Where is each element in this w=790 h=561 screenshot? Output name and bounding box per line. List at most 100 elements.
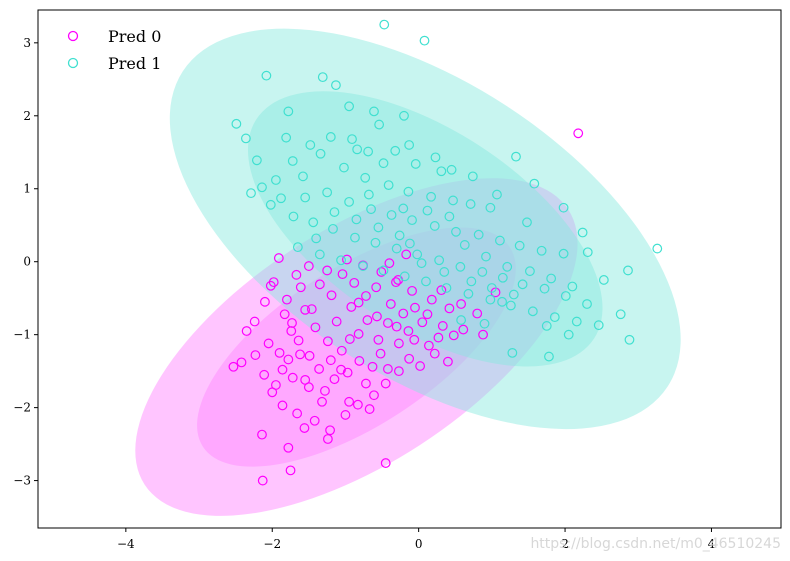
point-pred-1: [407, 215, 417, 226]
point-pred-0: [346, 302, 357, 312]
point-pred-1: [339, 162, 349, 173]
point-pred-0: [322, 336, 333, 347]
legend-label-pred-1: Pred 1: [108, 54, 161, 73]
point-pred-1: [426, 191, 436, 202]
point-pred-1: [251, 155, 262, 166]
point-pred-1: [240, 133, 251, 144]
point-pred-1: [473, 229, 484, 240]
point-pred-0: [403, 326, 414, 336]
point-pred-1: [325, 132, 336, 142]
point-pred-1: [422, 205, 433, 216]
point-pred-1: [331, 80, 341, 91]
point-pred-0: [375, 348, 386, 359]
point-pred-1: [593, 320, 604, 331]
point-pred-0: [349, 277, 360, 288]
point-pred-0: [286, 326, 297, 336]
point-pred-0: [283, 442, 294, 453]
point-pred-1: [421, 276, 431, 287]
x-tick-label: −4: [117, 537, 135, 551]
point-pred-1: [363, 189, 374, 200]
point-pred-1: [571, 316, 582, 327]
point-pred-1: [495, 235, 505, 246]
point-pred-0: [283, 354, 294, 365]
point-pred-0: [277, 364, 288, 375]
point-pred-0: [401, 249, 412, 260]
point-pred-1: [391, 243, 402, 254]
point-pred-0: [314, 364, 324, 374]
point-pred-0: [257, 475, 268, 486]
point-pred-1: [517, 279, 528, 290]
point-pred-1: [378, 265, 389, 276]
point-pred-1: [479, 318, 490, 329]
point-pred-1: [383, 180, 394, 190]
point-pred-1: [288, 211, 299, 222]
point-pred-1: [465, 199, 476, 209]
point-pred-1: [373, 222, 384, 233]
point-pred-1: [467, 171, 478, 182]
point-pred-1: [404, 238, 415, 249]
point-pred-0: [293, 335, 304, 346]
point-pred-0: [336, 345, 347, 356]
point-pred-1: [344, 101, 355, 112]
point-pred-0: [303, 382, 314, 393]
point-pred-1: [577, 227, 588, 238]
point-pred-1: [441, 283, 452, 293]
point-pred-0: [443, 356, 453, 367]
point-pred-1: [466, 276, 477, 287]
point-pred-0: [385, 299, 396, 309]
point-pred-1: [363, 146, 374, 157]
point-pred-0: [281, 294, 292, 305]
point-pred-0: [304, 350, 315, 361]
point-pred-1: [522, 217, 532, 228]
y-tick-label: 0: [23, 255, 31, 269]
point-pred-0: [383, 364, 393, 374]
point-pred-0: [249, 316, 260, 327]
point-pred-1: [485, 294, 496, 305]
point-pred-1: [544, 351, 554, 362]
point-pred-1: [265, 199, 276, 210]
point-pred-1: [563, 329, 574, 340]
point-pred-0: [300, 304, 311, 315]
y-tick-label: −1: [13, 328, 31, 342]
point-pred-1: [497, 296, 508, 307]
point-pred-1: [336, 255, 346, 266]
point-pred-0: [444, 303, 455, 314]
point-pred-0: [236, 357, 247, 368]
point-pred-0: [271, 380, 281, 390]
point-pred-0: [263, 338, 274, 349]
point-pred-1: [459, 240, 470, 250]
point-pred-1: [390, 145, 401, 156]
point-pred-0: [436, 285, 447, 296]
point-pred-1: [436, 166, 447, 177]
point-pred-1: [352, 144, 363, 155]
point-pred-0: [228, 361, 239, 372]
point-pred-1: [439, 267, 450, 277]
point-pred-0: [472, 308, 483, 319]
point-pred-1: [624, 334, 635, 345]
point-pred-1: [456, 315, 467, 325]
point-pred-0: [273, 253, 284, 263]
point-pred-0: [364, 404, 375, 414]
point-pred-1: [507, 348, 518, 358]
point-pred-0: [277, 400, 288, 411]
point-pred-0: [326, 290, 337, 301]
point-pred-1: [446, 164, 457, 175]
point-pred-0: [573, 128, 584, 139]
point-pred-1: [525, 266, 535, 277]
point-pred-0: [426, 294, 437, 305]
point-pred-0: [265, 280, 276, 291]
point-pred-1: [527, 306, 538, 317]
point-pred-1: [448, 195, 458, 206]
point-pred-1: [350, 232, 360, 243]
x-tick-label: 0: [415, 537, 423, 551]
point-pred-1: [317, 72, 328, 83]
point-pred-1: [281, 132, 292, 143]
point-pred-1: [370, 237, 381, 248]
point-pred-1: [567, 281, 578, 292]
point-pred-1: [394, 230, 405, 241]
point-pred-1: [305, 140, 316, 150]
point-pred-1: [502, 261, 513, 272]
point-pred-1: [463, 288, 474, 299]
point-pred-0: [417, 317, 428, 328]
point-pred-1: [536, 245, 547, 256]
